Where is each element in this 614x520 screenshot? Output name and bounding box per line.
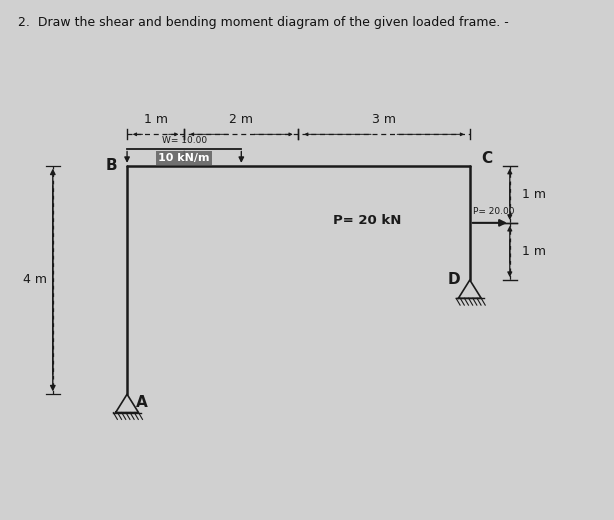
Text: 1 m: 1 m	[144, 113, 168, 126]
Text: C: C	[481, 151, 492, 166]
Text: W= 10.00: W= 10.00	[161, 136, 207, 145]
Text: 4 m: 4 m	[23, 274, 47, 287]
Text: P= 20 kN: P= 20 kN	[333, 214, 401, 227]
Text: A: A	[136, 395, 147, 410]
Text: 10 kN/m: 10 kN/m	[158, 153, 210, 163]
Text: 3 m: 3 m	[372, 113, 396, 126]
Text: B: B	[105, 158, 117, 173]
Text: 2 m: 2 m	[229, 113, 254, 126]
Text: 1 m: 1 m	[523, 245, 546, 258]
Text: D: D	[448, 272, 460, 288]
Text: 1 m: 1 m	[523, 188, 546, 201]
Text: P= 20.00: P= 20.00	[473, 207, 514, 216]
Text: 2.  Draw the shear and bending moment diagram of the given loaded frame. -: 2. Draw the shear and bending moment dia…	[18, 16, 509, 29]
